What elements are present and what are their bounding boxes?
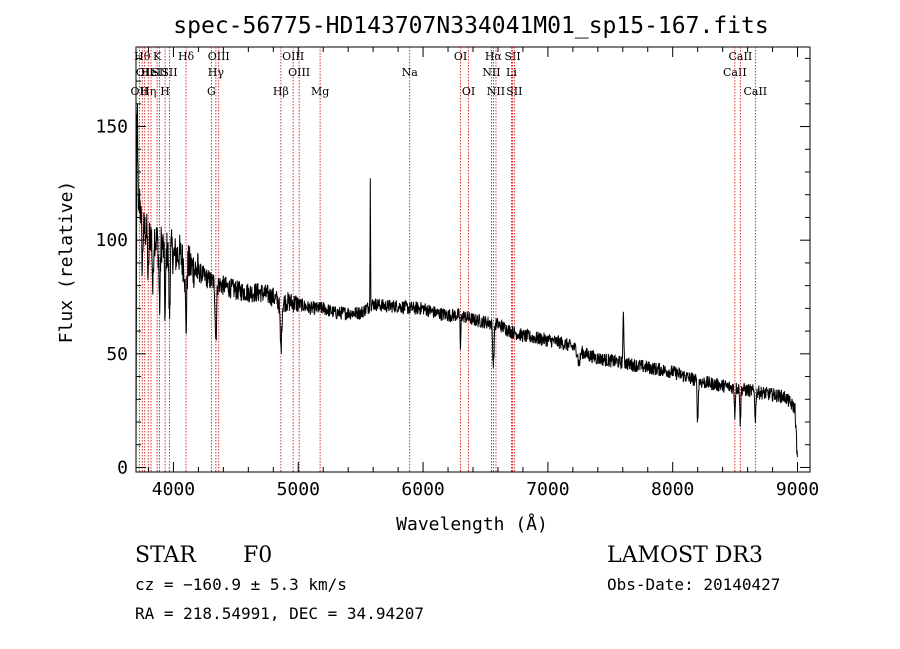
spectrum-series — [135, 103, 798, 458]
x-tick-label: 7000 — [526, 479, 569, 500]
spectral-line-label: Hγ — [208, 66, 225, 79]
spectral-line-label: H — [160, 85, 170, 98]
x-tick-label: 8000 — [651, 479, 694, 500]
spectral-line-label: K — [153, 50, 162, 63]
spectral-line-label: SII — [161, 66, 177, 79]
spectral-line-label: Hη — [140, 85, 156, 98]
spectral-line-label: Li — [506, 66, 517, 79]
spectral-line-label: Hβ — [273, 85, 289, 98]
coordinates-text: RA = 218.54991, DEC = 34.94207 — [135, 604, 424, 623]
spectral-line-label: CaII — [729, 50, 753, 63]
x-axis-label: Wavelength (Å) — [396, 513, 548, 535]
spectral-line-label: HeI — [141, 66, 161, 79]
obs-date-text: Obs-Date: 20140427 — [607, 575, 780, 594]
chart-title: spec-56775-HD143707N334041M01_sp15-167.f… — [173, 13, 768, 39]
spectral-line-label: Hθ — [134, 50, 151, 63]
spectral-line-label: G — [207, 85, 216, 98]
survey-label: LAMOST DR3 — [607, 543, 763, 568]
spectral-line-label: OIII — [208, 50, 230, 63]
y-tick-label: 100 — [95, 230, 128, 251]
y-tick-label: 0 — [117, 457, 128, 478]
y-tick-label: 150 — [95, 117, 128, 138]
axis-ticks: 4000 5000 6000 7000 8000 9000 0 50 100 150 — [95, 47, 819, 500]
x-tick-label: 9000 — [776, 479, 819, 500]
spectrum-line — [135, 103, 798, 458]
spectral-line-label: Mg — [311, 85, 329, 98]
spectral-line-label: CaII — [743, 85, 767, 98]
spectral-line-label: CaII — [723, 66, 747, 79]
y-tick-label: 50 — [106, 344, 128, 365]
redshift-text: cz = −160.9 ± 5.3 km/s — [135, 575, 347, 594]
spectral-line-label: OIII — [288, 66, 310, 79]
spectral-line-label: OII — [131, 85, 149, 98]
x-tick-label: 5000 — [277, 479, 320, 500]
spectral-line-label: SII — [506, 85, 522, 98]
x-tick-label: 4000 — [152, 479, 195, 500]
spectral-line-label: OI — [454, 50, 467, 63]
spectral-line-label: Hα — [485, 50, 503, 63]
x-tick-label: 6000 — [401, 479, 444, 500]
spectral-line-label: OIII — [282, 50, 304, 63]
y-axis-label: Flux (relative) — [56, 181, 77, 344]
spectral-line-label: Hδ — [178, 50, 195, 63]
spectral-line-label: OII — [136, 66, 154, 79]
plot-border — [135, 46, 811, 473]
line-markers: OIIHθOIIHηHeIKSIIHSIIHδGHγOIIIHβOIIIOIII… — [131, 47, 767, 472]
spectral-line-label: SII — [504, 50, 520, 63]
subclass-label: F0 — [243, 543, 272, 568]
class-label: STAR — [135, 543, 197, 568]
spectral-line-label: SII — [151, 66, 167, 79]
spectral-line-label: NII — [487, 85, 505, 98]
spectral-line-label: NII — [482, 66, 500, 79]
plot-frame — [135, 46, 811, 473]
spectral-line-label: Na — [402, 66, 419, 79]
spectral-line-label: OI — [462, 85, 475, 98]
